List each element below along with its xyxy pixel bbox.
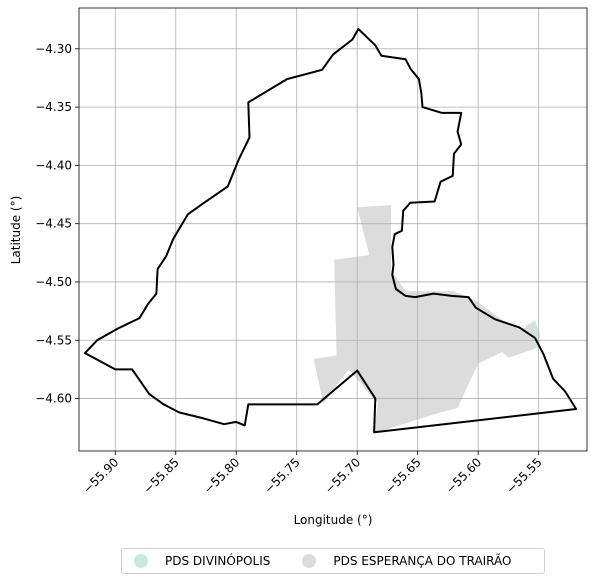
legend-swatch-divinopolis: [134, 554, 148, 568]
boundary-layer: [84, 28, 578, 434]
x-tick-label: −55.55: [503, 455, 544, 496]
legend-label-esperanca: PDS ESPERANÇA DO TRAIRÃO: [333, 554, 512, 568]
y-tick-label: −4.60: [35, 392, 72, 406]
plot-frame: [78, 7, 588, 452]
y-tick-label: −4.30: [35, 42, 72, 56]
legend-swatch-esperanca: [302, 554, 317, 568]
y-tick-label: −4.50: [35, 275, 72, 289]
y-axis-label: Latitude (°): [9, 196, 23, 265]
x-tick-label: −55.65: [382, 455, 423, 496]
x-tick-label: −55.75: [262, 455, 303, 496]
y-tick-label: −4.55: [35, 333, 72, 347]
legend-item-esperanca: PDS ESPERANÇA DO TRAIRÃO: [302, 554, 511, 568]
region-layer: [313, 205, 540, 434]
grid-layer: [79, 8, 587, 451]
municipal-boundary: [84, 28, 578, 434]
map-legend: PDS DIVINÓPOLIS PDS ESPERANÇA DO TRAIRÃO: [121, 548, 545, 574]
x-tick-label: −55.60: [443, 455, 484, 496]
x-axis-label: Longitude (°): [294, 513, 373, 527]
x-axis-ticks: −55.90 −55.85 −55.80 −55.75 −55.70 −55.65 −55.…: [80, 451, 545, 497]
x-tick-label: −55.70: [322, 455, 363, 496]
region-esperanca-do-trairao: [313, 205, 537, 434]
x-tick-label: −55.80: [201, 455, 242, 496]
y-tick-label: −4.35: [35, 100, 72, 114]
y-tick-label: −4.40: [35, 158, 72, 172]
x-tick-label: −55.90: [80, 455, 121, 496]
legend-item-divinopolis: PDS DIVINÓPOLIS: [134, 554, 270, 568]
legend-label-divinopolis: PDS DIVINÓPOLIS: [165, 554, 271, 568]
y-tick-label: −4.45: [35, 217, 72, 231]
x-tick-label: −55.85: [141, 455, 182, 496]
y-axis-ticks: −4.30 −4.35 −4.40 −4.45 −4.50 −4.55 −4.60: [35, 42, 79, 406]
